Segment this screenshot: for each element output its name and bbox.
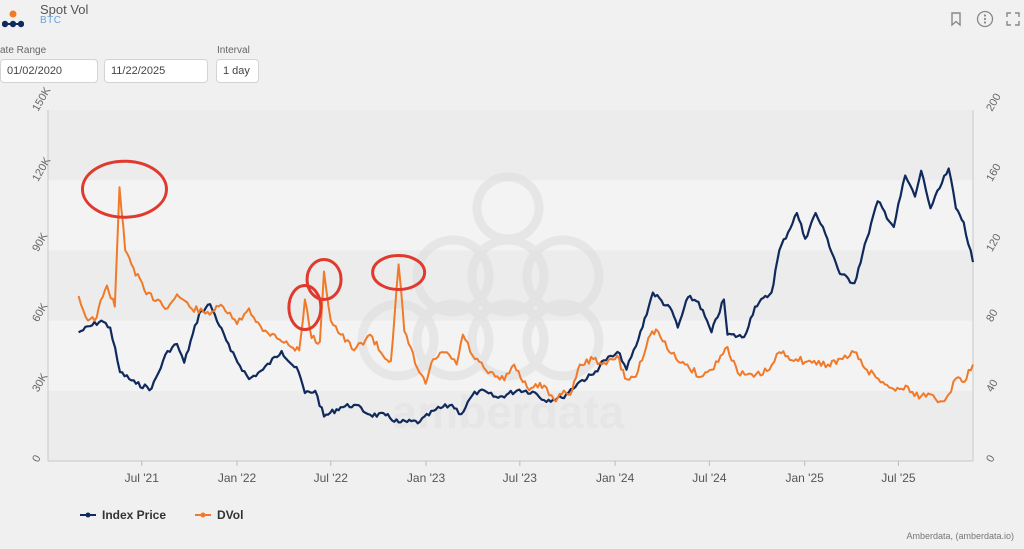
header-bar: Spot Vol BTC <box>0 0 1024 40</box>
y-left-tick-label: 150K <box>30 85 54 114</box>
legend-index-label: Index Price <box>102 508 166 522</box>
x-tick-label: Jul '24 <box>692 471 727 485</box>
annotation-circle <box>305 257 343 301</box>
y-right-tick-label: 120 <box>984 232 1004 254</box>
annotation-circle <box>287 284 323 332</box>
x-tick-label: Jan '23 <box>407 471 446 485</box>
x-tick-label: Jul '25 <box>881 471 916 485</box>
chart-panel: ate Range 01/02/2020 11/22/2025 Interval… <box>0 40 1024 549</box>
fullscreen-icon[interactable] <box>1004 10 1022 28</box>
date-range-label: ate Range <box>0 45 47 56</box>
legend-dvol-label: DVol <box>217 508 243 522</box>
y-right-tick-label: 40 <box>984 378 1001 395</box>
more-options-icon[interactable] <box>976 10 994 28</box>
legend-dvol[interactable]: DVol <box>195 508 243 522</box>
bookmark-icon[interactable] <box>947 10 965 28</box>
start-date-input[interactable]: 01/02/2020 <box>0 59 98 83</box>
chart-legend: Index Price DVol <box>80 508 243 522</box>
grid-band <box>48 390 973 461</box>
x-tick-label: Jul '21 <box>125 471 160 485</box>
y-right-tick-label: 0 <box>984 453 997 464</box>
annotation-circle <box>371 253 427 291</box>
interval-select[interactable]: 1 day <box>216 59 259 83</box>
interval-label: Interval <box>217 45 250 56</box>
x-tick-label: Jul '23 <box>503 471 538 485</box>
legend-index-price[interactable]: Index Price <box>80 508 166 522</box>
dvol-line <box>77 186 974 404</box>
end-date-input[interactable]: 11/22/2025 <box>104 59 208 83</box>
index-price-line <box>78 167 975 425</box>
y-right-tick-label: 200 <box>984 92 1004 114</box>
annotation-circle <box>80 159 168 219</box>
app-logo-icon <box>2 10 24 28</box>
x-tick-label: Jan '22 <box>218 471 257 485</box>
x-tick-label: Jan '25 <box>786 471 825 485</box>
x-tick-label: Jul '22 <box>314 471 349 485</box>
data-credit: Amberdata, (amberdata.io) <box>906 531 1014 541</box>
y-right-tick-label: 160 <box>984 162 1004 184</box>
grid-band <box>48 110 973 181</box>
page-title: Spot Vol <box>40 2 89 17</box>
asset-subtitle: BTC <box>40 15 62 26</box>
x-tick-label: Jan '24 <box>596 471 635 485</box>
y-right-tick-label: 80 <box>984 307 1001 324</box>
y-left-tick-label: 0 <box>30 453 43 464</box>
